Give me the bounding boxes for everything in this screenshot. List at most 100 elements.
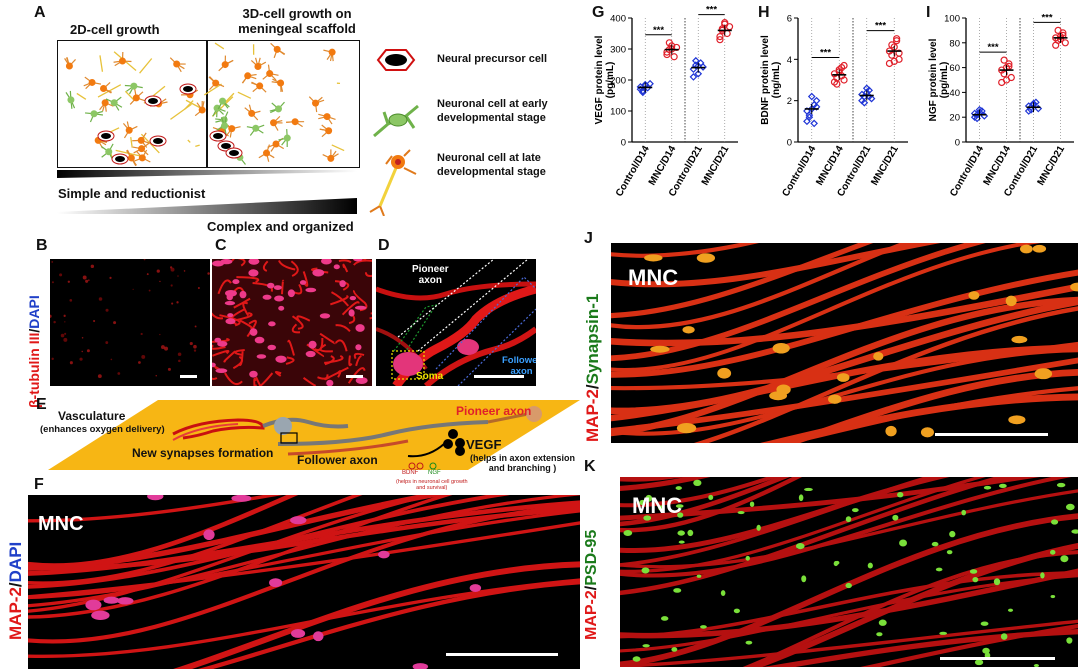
neurite — [274, 370, 282, 377]
neurite — [28, 495, 284, 523]
data-point — [716, 36, 724, 44]
psd95-puncta — [658, 505, 664, 511]
cell-body — [266, 282, 275, 289]
psd95-puncta — [833, 561, 839, 567]
precursor-cell — [225, 147, 243, 159]
neural-precursor-cell-icon — [376, 49, 416, 71]
neurite — [611, 283, 1078, 347]
scale-bar — [935, 433, 1048, 436]
speckle — [81, 350, 83, 353]
cell-body — [348, 309, 355, 317]
nucleus — [85, 599, 102, 611]
synapsin-puncta — [772, 343, 790, 354]
data-point — [807, 92, 816, 101]
neurite — [278, 260, 296, 271]
precursor-cell — [111, 153, 129, 165]
psd95-puncta — [1060, 555, 1069, 563]
psd95-puncta — [1050, 519, 1059, 525]
speckle — [97, 374, 102, 379]
cell-body — [224, 300, 236, 306]
psd95-puncta — [845, 516, 852, 523]
neurite — [341, 301, 360, 316]
synapsin-puncta — [1070, 282, 1078, 292]
neuron-cell — [246, 124, 265, 136]
neurite — [172, 561, 580, 669]
axon-line — [214, 42, 225, 50]
speckle — [51, 357, 54, 361]
psd95-puncta — [671, 647, 678, 652]
neuron-cell — [100, 81, 112, 94]
data-point — [810, 119, 818, 128]
chart-g: 0 100 200 300 400 VEGF protein level(pg/mL) Co… — [594, 5, 738, 199]
speckle — [141, 354, 146, 359]
nucleus — [117, 597, 134, 605]
psd95-puncta — [696, 574, 702, 578]
scale-bar — [180, 375, 197, 378]
speckle — [105, 308, 109, 312]
neuron-cell — [271, 78, 285, 92]
cell-body — [312, 269, 325, 277]
neurite — [335, 324, 351, 333]
neurite — [611, 243, 912, 330]
speckle — [176, 301, 179, 304]
speckle — [132, 288, 134, 290]
synapsin-puncta — [885, 425, 897, 437]
neurite — [197, 580, 580, 669]
psd95-puncta — [1033, 663, 1039, 667]
cell-drawings — [64, 42, 345, 167]
cell-body — [305, 287, 317, 293]
psd95-puncta — [946, 550, 953, 555]
neuron-cell — [129, 88, 146, 105]
speckle — [156, 269, 160, 273]
data-point — [805, 113, 814, 122]
speckle — [98, 297, 103, 301]
neurite — [239, 319, 253, 330]
psd95-puncta — [961, 509, 967, 516]
cell-body — [308, 340, 317, 349]
neurite — [212, 377, 218, 380]
neurite — [28, 504, 580, 644]
psd95-puncta — [980, 621, 989, 626]
psd95-puncta — [693, 479, 702, 487]
cell-body — [274, 295, 285, 302]
bdnf-label: BDNF — [402, 470, 419, 476]
speckle — [59, 273, 63, 277]
psd95-puncta — [1040, 572, 1045, 579]
cell-body — [339, 280, 346, 288]
nucleus — [103, 596, 120, 604]
speckle — [140, 332, 143, 336]
panel-f-letter: F — [34, 476, 44, 493]
psd95-puncta — [972, 577, 979, 583]
data-point — [1034, 104, 1043, 113]
soma-label: Soma — [416, 371, 444, 382]
synapsin-puncta — [717, 367, 732, 379]
mnc-label: MNC — [628, 265, 679, 290]
neurite — [310, 267, 329, 274]
neurite — [28, 495, 511, 589]
psd95-puncta — [969, 569, 978, 574]
speckle — [64, 321, 66, 323]
scale-bar — [446, 653, 558, 656]
speckle — [67, 280, 70, 283]
data-point — [888, 41, 896, 49]
data-point — [694, 69, 703, 78]
psd95-puncta — [720, 590, 726, 596]
y-axis-label: NGF protein level(pg/mL) — [928, 38, 950, 121]
neuron-cell — [83, 76, 102, 90]
panel-b-letter: B — [36, 237, 48, 254]
speckle — [194, 325, 197, 328]
axon-line — [76, 92, 87, 100]
psd95-puncta — [642, 644, 650, 648]
neurite — [212, 364, 220, 371]
psd95-puncta — [745, 640, 753, 645]
panel-d-letter: D — [378, 237, 390, 254]
neurite — [370, 312, 372, 315]
neurite — [319, 343, 333, 353]
psd95-puncta — [1066, 637, 1073, 644]
psd95-puncta — [974, 659, 984, 666]
data-point — [840, 61, 848, 70]
psd95-puncta — [1056, 482, 1066, 488]
psd95-puncta — [852, 508, 859, 513]
nucleus — [290, 629, 306, 638]
